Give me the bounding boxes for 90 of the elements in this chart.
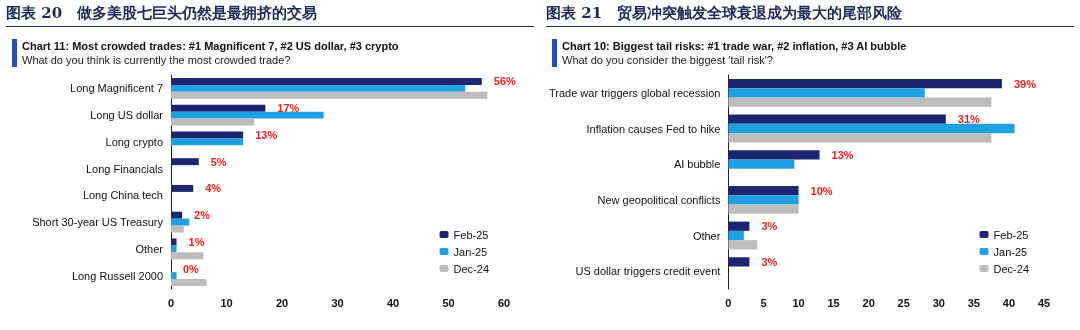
bar	[171, 84, 466, 92]
x-tick-label: 10	[792, 296, 805, 309]
chart-title: 图表 21 贸易冲突触发全球衰退成为最大的尾部风险	[546, 0, 1074, 27]
bar	[728, 195, 799, 205]
bar	[728, 204, 799, 214]
bar	[171, 238, 177, 246]
bar	[728, 159, 795, 169]
x-tick-label: 0	[167, 296, 175, 309]
bar	[171, 211, 183, 219]
y-tick-label: Long crypto	[105, 135, 163, 148]
bar	[728, 240, 758, 250]
bar	[171, 252, 204, 260]
y-tick-label: Long Magnificent 7	[70, 82, 163, 95]
bar	[171, 245, 177, 253]
data-label: 2%	[194, 209, 211, 222]
chart-subtitle: Chart 11: Most crowded trades: #1 Magnificent 7, #2 US dollar, #3 crypto	[22, 39, 399, 53]
bar	[728, 97, 992, 107]
y-tick-label: Long China tech	[82, 189, 163, 202]
text: What do you consider the biggest 'tail risk'?	[562, 53, 774, 67]
y-tick-label: US dollar triggers credit event	[575, 265, 721, 278]
bar	[171, 158, 199, 166]
data-label: 10%	[810, 184, 833, 197]
chart-title: 图表 20 做多美股七巨头仍然是最拥挤的交易	[6, 0, 534, 27]
bar	[171, 225, 184, 233]
bar	[171, 111, 324, 119]
y-tick-label: AI bubble	[673, 158, 721, 171]
legend-label: Dec-24	[453, 262, 490, 275]
bar	[728, 123, 1015, 134]
legend-label: Jan-25	[453, 245, 488, 258]
bar	[171, 77, 482, 85]
y-tick-label: Inflation causes Fed to hike	[586, 122, 721, 135]
data-label: 39%	[1013, 77, 1037, 90]
y-tick-label: Long US dollar	[90, 109, 164, 122]
legend-label: Jan-25	[993, 245, 1028, 258]
data-label: 3%	[761, 255, 778, 268]
data-label: 5%	[210, 155, 227, 168]
chart-subtitle: Chart 10: Biggest tail risks: #1 trade war, #2 inflation, #3 AI bubble	[562, 39, 907, 53]
data-label: 31%	[957, 113, 981, 126]
bar	[171, 91, 488, 99]
bar	[728, 114, 946, 124]
y-tick-label: Short 30-year US Treasury	[32, 216, 164, 229]
bar	[171, 118, 255, 126]
bar	[728, 150, 820, 160]
x-tick-label: 20	[275, 296, 289, 309]
x-tick-label: 30	[932, 296, 945, 309]
legend-label: Dec-24	[993, 262, 1030, 275]
data-label: 4%	[205, 182, 222, 195]
bar	[728, 230, 744, 241]
x-tick-label: 45	[1037, 296, 1051, 309]
bar	[171, 218, 190, 226]
bar	[728, 88, 925, 98]
x-tick-label: 40	[1002, 296, 1016, 309]
x-tick-label: 40	[386, 296, 400, 309]
bar	[171, 184, 194, 192]
legend-label: Feb-25	[453, 228, 489, 241]
bar	[171, 104, 266, 112]
bar	[171, 279, 207, 287]
y-tick-label: Trade war triggers global recession	[548, 86, 721, 99]
data-label: 17%	[277, 102, 300, 115]
legend-label: Feb-25	[993, 228, 1029, 241]
x-tick-label: 10	[220, 296, 233, 309]
y-tick-label: New geopolitical conflicts	[597, 193, 721, 206]
x-tick-label: 25	[897, 296, 910, 309]
data-label: 13%	[831, 148, 854, 161]
bar	[171, 272, 177, 280]
x-tick-label: 5	[760, 296, 767, 309]
x-tick-label: 0	[725, 296, 732, 309]
x-tick-label: 35	[967, 296, 980, 309]
bar	[171, 131, 244, 139]
data-label: 56%	[493, 75, 517, 88]
y-tick-label: Other	[135, 242, 164, 255]
bar	[728, 221, 750, 231]
bar	[728, 257, 750, 267]
data-label: 13%	[255, 128, 278, 141]
x-tick-label: 60	[497, 296, 511, 309]
data-label: 1%	[188, 235, 205, 248]
bar	[728, 185, 799, 196]
x-tick-label: 30	[331, 296, 344, 309]
data-label: 3%	[761, 220, 778, 233]
text: What do you think is currently the most crowded trade?	[22, 53, 292, 67]
data-label: 0%	[183, 262, 200, 275]
y-tick-label: Other	[692, 229, 721, 242]
x-tick-label: 15	[827, 296, 840, 309]
x-tick-label: 20	[862, 296, 875, 309]
y-tick-label: Long Financials	[85, 162, 164, 175]
y-tick-label: Long Russell 2000	[71, 269, 163, 282]
bar	[171, 138, 244, 146]
bar	[728, 78, 1002, 89]
x-tick-label: 50	[442, 296, 455, 309]
bar	[728, 133, 992, 143]
